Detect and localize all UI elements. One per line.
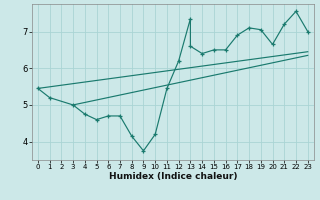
- X-axis label: Humidex (Indice chaleur): Humidex (Indice chaleur): [108, 172, 237, 181]
